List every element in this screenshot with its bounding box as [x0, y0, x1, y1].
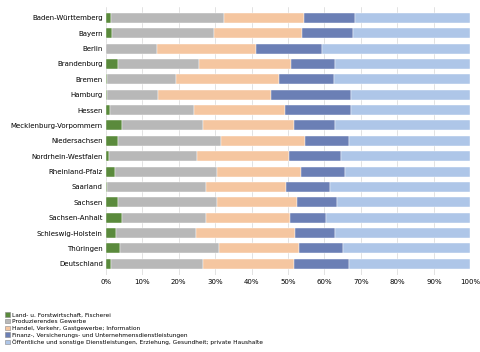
Bar [106, 74, 107, 84]
Bar [304, 13, 356, 23]
Bar [206, 182, 286, 192]
Bar [302, 28, 353, 38]
Bar [115, 166, 217, 177]
Bar [356, 13, 470, 23]
Bar [353, 28, 470, 38]
Bar [107, 90, 158, 100]
Bar [119, 59, 199, 69]
Bar [285, 105, 351, 115]
Bar [116, 228, 196, 238]
Bar [199, 59, 291, 69]
Bar [335, 59, 470, 69]
Bar [256, 44, 322, 54]
Bar [279, 74, 334, 84]
Bar [221, 136, 305, 146]
Legend: Land- u. Forstwirtschaft, Fischerei, Produzierendes Gewerbe, Handel, Verkehr, Ga: Land- u. Forstwirtschaft, Fischerei, Pro… [4, 312, 263, 345]
Bar [106, 228, 116, 238]
Bar [122, 213, 206, 223]
Bar [335, 120, 470, 131]
Bar [106, 28, 112, 38]
Bar [106, 105, 110, 115]
Bar [295, 228, 335, 238]
Bar [335, 228, 470, 238]
Bar [224, 13, 304, 23]
Bar [106, 59, 119, 69]
Bar [289, 151, 341, 161]
Bar [106, 44, 107, 54]
Bar [291, 59, 335, 69]
Bar [194, 105, 285, 115]
Bar [337, 197, 470, 207]
Bar [345, 166, 470, 177]
Bar [158, 90, 271, 100]
Bar [301, 166, 345, 177]
Bar [271, 90, 351, 100]
Bar [106, 166, 115, 177]
Bar [294, 259, 349, 269]
Bar [214, 28, 302, 38]
Bar [106, 244, 120, 253]
Bar [290, 213, 326, 223]
Bar [349, 136, 470, 146]
Bar [334, 74, 470, 84]
Bar [119, 197, 217, 207]
Bar [176, 74, 279, 84]
Bar [107, 44, 157, 54]
Bar [157, 44, 256, 54]
Bar [330, 182, 470, 192]
Bar [111, 13, 224, 23]
Bar [343, 244, 470, 253]
Bar [305, 136, 349, 146]
Bar [106, 120, 122, 131]
Bar [341, 151, 470, 161]
Bar [203, 120, 294, 131]
Bar [217, 166, 301, 177]
Bar [110, 105, 194, 115]
Bar [322, 44, 470, 54]
Bar [106, 13, 111, 23]
Bar [286, 182, 330, 192]
Bar [108, 151, 197, 161]
Bar [326, 213, 470, 223]
Bar [299, 244, 343, 253]
Bar [197, 151, 289, 161]
Bar [108, 182, 206, 192]
Bar [297, 197, 337, 207]
Bar [107, 74, 176, 84]
Bar [351, 105, 470, 115]
Bar [351, 90, 470, 100]
Bar [206, 213, 290, 223]
Bar [122, 120, 203, 131]
Bar [219, 244, 299, 253]
Bar [106, 136, 119, 146]
Bar [106, 213, 122, 223]
Bar [203, 259, 294, 269]
Bar [106, 197, 119, 207]
Bar [119, 136, 221, 146]
Bar [196, 228, 295, 238]
Bar [111, 259, 203, 269]
Bar [112, 28, 214, 38]
Bar [120, 244, 219, 253]
Bar [106, 90, 107, 100]
Bar [217, 197, 297, 207]
Bar [349, 259, 470, 269]
Bar [106, 151, 108, 161]
Bar [106, 182, 108, 192]
Bar [106, 259, 111, 269]
Bar [294, 120, 335, 131]
